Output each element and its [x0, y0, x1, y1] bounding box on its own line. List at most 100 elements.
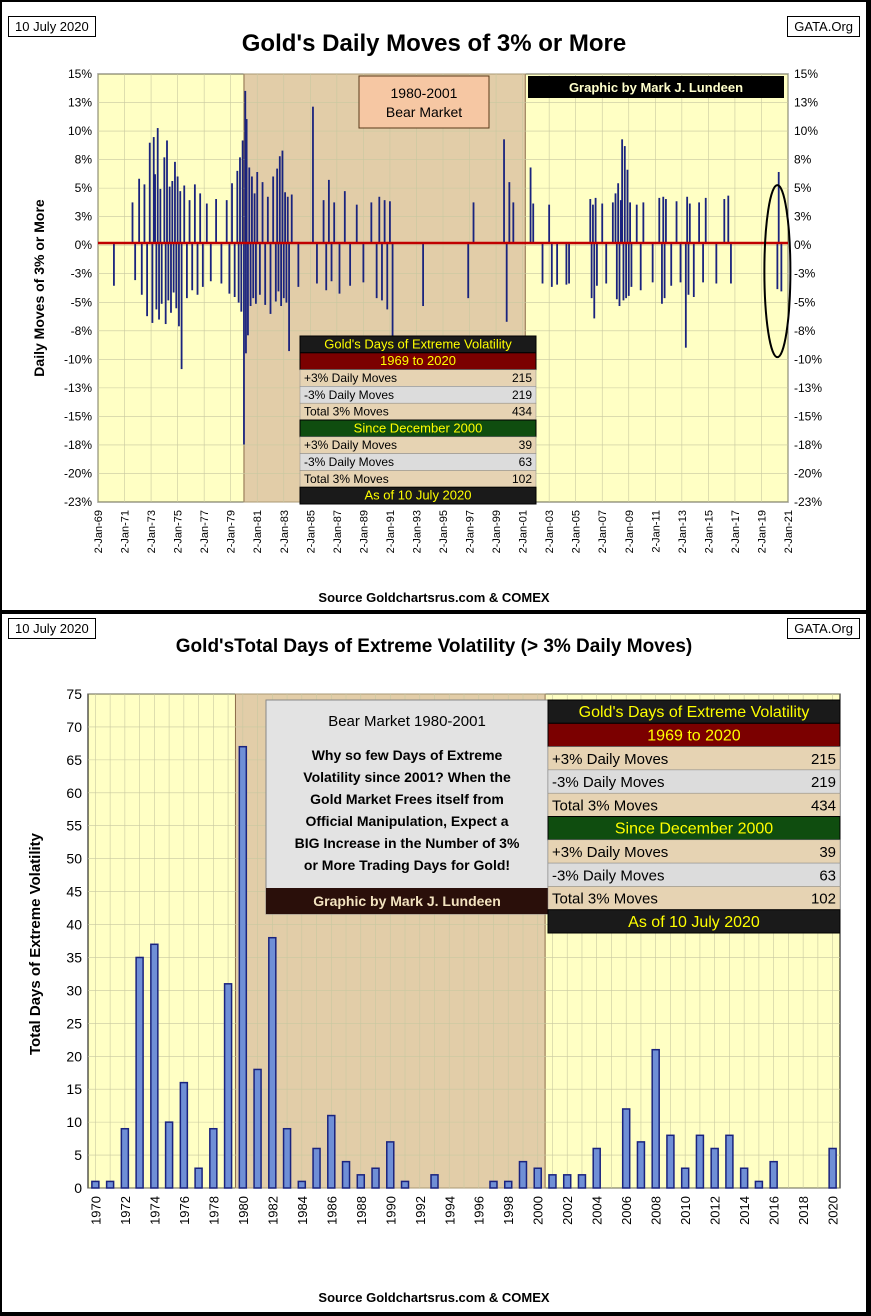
top-move-bar: [627, 242, 630, 296]
bottom-y-tick: 15: [66, 1081, 82, 1097]
top-move-bar: [383, 200, 386, 243]
top-move-bar: [362, 242, 365, 283]
top-move-bar: [467, 242, 470, 299]
top-move-bar: [146, 242, 148, 317]
top-move-bar: [266, 196, 269, 243]
top-credit-box: [528, 76, 784, 98]
top-move-bar: [245, 242, 247, 354]
bottom-year-bar: [268, 936, 277, 1189]
top-move-bar: [622, 242, 625, 301]
bottom-x-tick-label: 1982: [265, 1196, 280, 1225]
bottom-x-tick-label: 1992: [413, 1196, 428, 1225]
top-move-bar: [256, 171, 259, 243]
bottom-x-tick-label: 1980: [236, 1196, 251, 1225]
top-move-bar: [258, 242, 261, 295]
bottom-y-tick: 35: [66, 949, 82, 965]
top-x-tick-label: 2-Jan-03: [544, 510, 556, 553]
bottom-table-p1-value-1: 219: [811, 774, 836, 791]
top-y-tick-left: -18%: [64, 438, 92, 452]
bottom-year-bar: [386, 1141, 395, 1189]
bottom-table-p2-label-2: Total 3% Moves: [552, 891, 658, 908]
top-x-tick-label: 2-Jan-15: [703, 510, 715, 553]
bottom-year-bar: [120, 1127, 130, 1189]
bottom-note-line: Official Manipulation, Expect a: [305, 813, 508, 829]
top-move-bar: [239, 157, 241, 243]
top-y-tick-left: 0%: [75, 238, 93, 252]
top-x-tick-label: 2-Jan-87: [332, 510, 344, 553]
top-move-bar: [639, 242, 642, 291]
bottom-x-tick-label: 1998: [501, 1196, 516, 1225]
top-move-bar: [548, 204, 551, 243]
top-move-bar: [589, 199, 592, 243]
top-move-bar: [776, 242, 779, 290]
top-bear-label-line2: Bear Market: [386, 104, 462, 120]
bottom-year-bar: [150, 943, 159, 1189]
top-y-tick-left: 13%: [68, 96, 92, 110]
top-move-bar: [280, 242, 283, 307]
top-table-p2-label-2: Total 3% Moves: [304, 472, 389, 486]
top-move-bar: [665, 199, 667, 243]
top-move-bar: [730, 242, 732, 284]
top-move-bar: [370, 202, 373, 243]
bottom-year-bar: [548, 1174, 557, 1189]
top-x-tick-label: 2-Jan-99: [491, 510, 503, 553]
top-table-p2-value-2: 102: [512, 472, 532, 486]
top-move-bar: [160, 242, 163, 304]
bottom-table-p1-value-2: 434: [811, 797, 836, 814]
top-move-bar: [247, 242, 249, 336]
top-y-tick-left: -20%: [64, 466, 92, 480]
top-y-tick-left: 5%: [75, 181, 93, 195]
bottom-x-tick-label: 1974: [147, 1196, 162, 1225]
bottom-x-tick-label: 2016: [767, 1196, 782, 1225]
top-table-p1-value-1: 219: [512, 388, 532, 402]
top-y-tick-right: 5%: [794, 181, 812, 195]
bottom-table-p1-label-2: Total 3% Moves: [552, 797, 658, 814]
top-move-bar: [196, 242, 199, 295]
top-x-tick-label: 2-Jan-17: [730, 510, 742, 553]
top-move-bar: [688, 203, 691, 243]
top-move-bar: [251, 176, 253, 243]
top-move-bar: [188, 200, 191, 243]
top-move-bar: [201, 242, 204, 287]
top-x-tick-label: 2-Jan-73: [146, 510, 158, 553]
top-x-tick-label: 2-Jan-69: [93, 510, 105, 553]
top-move-bar: [617, 183, 620, 243]
top-move-bar: [541, 242, 544, 284]
top-move-bar: [386, 242, 389, 310]
top-move-bar: [261, 182, 264, 243]
top-move-bar: [512, 202, 515, 243]
top-move-bar: [670, 242, 673, 286]
bottom-source-label: Source Goldchartsrus.com & COMEX: [318, 1290, 550, 1305]
top-move-bar: [355, 204, 358, 243]
top-move-bar: [698, 202, 700, 243]
top-y-tick-right: -15%: [794, 409, 822, 423]
top-move-bar: [605, 242, 608, 284]
bottom-year-bar: [91, 1180, 100, 1189]
top-move-bar: [658, 197, 661, 243]
bottom-year-bar: [105, 1180, 115, 1189]
top-y-tick-right: 8%: [794, 153, 812, 167]
bottom-table-p2-label-0: +3% Daily Moves: [552, 844, 668, 861]
top-move-bar: [113, 242, 115, 286]
top-move-bar: [684, 242, 687, 348]
top-move-bar: [389, 201, 391, 243]
bottom-y-tick: 75: [66, 686, 82, 702]
top-move-bar: [687, 242, 690, 295]
bottom-x-tick-label: 1976: [177, 1196, 192, 1225]
top-move-bar: [330, 242, 333, 282]
top-move-bar: [378, 196, 381, 243]
top-move-bar: [625, 242, 628, 299]
top-y-tick-right: 13%: [794, 96, 818, 110]
top-move-bar: [285, 242, 288, 303]
bottom-y-tick: 10: [66, 1114, 82, 1130]
bottom-table-p2-value-1: 63: [819, 867, 836, 884]
top-x-tick-label: 2-Jan-97: [465, 510, 477, 553]
top-move-bar: [615, 242, 618, 300]
bottom-x-tick-label: 2002: [560, 1196, 575, 1225]
top-move-bar: [245, 119, 248, 243]
top-move-bar: [156, 128, 159, 243]
bottom-note-title: Bear Market 1980-2001: [328, 713, 486, 730]
bottom-x-tick-label: 2008: [649, 1196, 664, 1225]
top-move-bar: [175, 242, 178, 309]
top-move-bar: [312, 106, 314, 243]
